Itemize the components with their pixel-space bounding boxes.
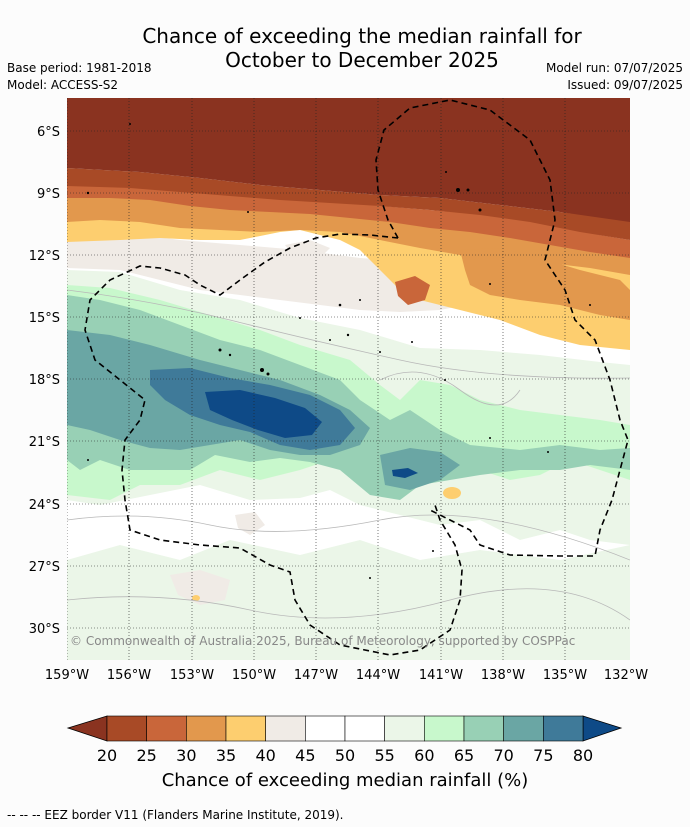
- colorbar-cell: [503, 715, 544, 742]
- colorbar-cell: [225, 715, 266, 742]
- lon-label: 135°W: [543, 668, 587, 683]
- copyright-text: © Commonwealth of Australia 2025, Bureau…: [70, 634, 576, 648]
- colorbar-cell: [384, 715, 425, 742]
- meta-right: Model run: 07/07/2025 Issued: 09/07/2025: [546, 60, 683, 94]
- colorbar-tick-label: 70: [493, 746, 513, 765]
- islands: [86, 123, 591, 579]
- lon-label: 141°W: [419, 668, 463, 683]
- map-field: [67, 98, 630, 660]
- field-dark-orange: [67, 180, 630, 258]
- lat-label: 21°S: [29, 435, 60, 450]
- lat-label: 15°S: [29, 311, 60, 326]
- field-beige-south-1: [170, 570, 230, 605]
- lon-label: 132°W: [604, 668, 648, 683]
- colorbar-cell: [463, 715, 504, 742]
- lon-label: 153°W: [170, 668, 214, 683]
- title-line-1: Chance of exceeding the median rainfall …: [142, 24, 582, 48]
- colorbar-cell: [106, 715, 147, 742]
- lat-label: 27°S: [29, 560, 60, 575]
- lat-label: 24°S: [29, 498, 60, 513]
- meta-left: Base period: 1981-2018 Model: ACCESS-S2: [7, 60, 152, 94]
- colorbar-over-arrow: [582, 715, 623, 742]
- lat-label: 6°S: [37, 125, 60, 140]
- field-orange-east: [460, 248, 630, 320]
- eez-borders: [84, 99, 629, 656]
- colorbar-tick-label: 45: [295, 746, 315, 765]
- colorbar-cell: [543, 715, 584, 742]
- lat-label: 18°S: [29, 373, 60, 388]
- colorbar-tick-label: 55: [374, 746, 394, 765]
- colorbar-tick-label: 35: [216, 746, 236, 765]
- field-deep-brown: [67, 98, 630, 222]
- field-beige-south-2: [235, 512, 265, 535]
- title-line-2: October to December 2025: [225, 48, 499, 72]
- lon-label: 159°W: [45, 668, 89, 683]
- field-dark-teal-east: [380, 448, 460, 490]
- field-red-brown: [67, 168, 630, 240]
- field-deep-blue: [205, 390, 322, 438]
- colorbar-tick-label: 60: [414, 746, 434, 765]
- colorbar-label: Chance of exceeding median rainfall (%): [161, 770, 529, 791]
- issued-text: Issued: 09/07/2025: [567, 78, 683, 92]
- field-beige-north-patch: [285, 240, 330, 258]
- lat-label: 12°S: [29, 249, 60, 264]
- colorbar-cell: [344, 715, 385, 742]
- lon-label: 156°W: [107, 668, 151, 683]
- colorbar-tick-label: 50: [335, 746, 355, 765]
- colorbar-tick-label: 75: [533, 746, 553, 765]
- field-dark-orange-patch: [395, 276, 430, 305]
- colorbar-tick-label: 40: [255, 746, 275, 765]
- map-title: Chance of exceeding the median rainfall …: [0, 24, 690, 72]
- colorbar-cell: [305, 715, 346, 742]
- colorbar-tick-label: 25: [136, 746, 156, 765]
- colorbar-cell: [424, 715, 465, 742]
- colorbar-cell: [265, 715, 306, 742]
- colorbar-tick-label: 30: [176, 746, 196, 765]
- lon-label: 144°W: [356, 668, 400, 683]
- colorbar-tick-label: 20: [97, 746, 117, 765]
- lat-label: 30°S: [29, 622, 60, 637]
- field-yellow-spot-south: [192, 595, 200, 601]
- model-text: Model: ACCESS-S2: [7, 78, 119, 92]
- lat-label: 9°S: [37, 187, 60, 202]
- lon-label: 147°W: [294, 668, 338, 683]
- field-teal: [67, 295, 630, 500]
- field-yellow: [67, 200, 630, 350]
- contour-lines: [67, 289, 630, 621]
- eez-legend-text: -- -- -- EEZ border V11 (Flanders Marine…: [7, 808, 344, 822]
- lon-labels: 159°W 156°W 153°W 150°W 147°W 144°W 141°…: [45, 668, 648, 683]
- colorbar-cell: [146, 715, 187, 742]
- model-run-text: Model run: 07/07/2025: [545, 61, 683, 75]
- colorbar-cell: [186, 715, 227, 742]
- colorbar-tick-label: 80: [573, 746, 593, 765]
- field-light-green-south: [67, 540, 630, 660]
- lon-label: 150°W: [232, 668, 276, 683]
- colorbar-under-arrow: [66, 715, 108, 742]
- colorbar-tick-label: 65: [454, 746, 474, 765]
- lat-labels: 6°S 9°S 12°S 15°S 18°S 21°S 24°S 27°S 30…: [29, 125, 60, 637]
- lon-label: 138°W: [481, 668, 525, 683]
- field-deep-blue-small: [392, 468, 418, 478]
- colorbar: 20 25 30 35 40 45 50 55 60 65 70 75 80: [66, 715, 623, 765]
- base-period-text: Base period: 1981-2018: [7, 61, 152, 75]
- field-yellow-spot: [443, 487, 461, 499]
